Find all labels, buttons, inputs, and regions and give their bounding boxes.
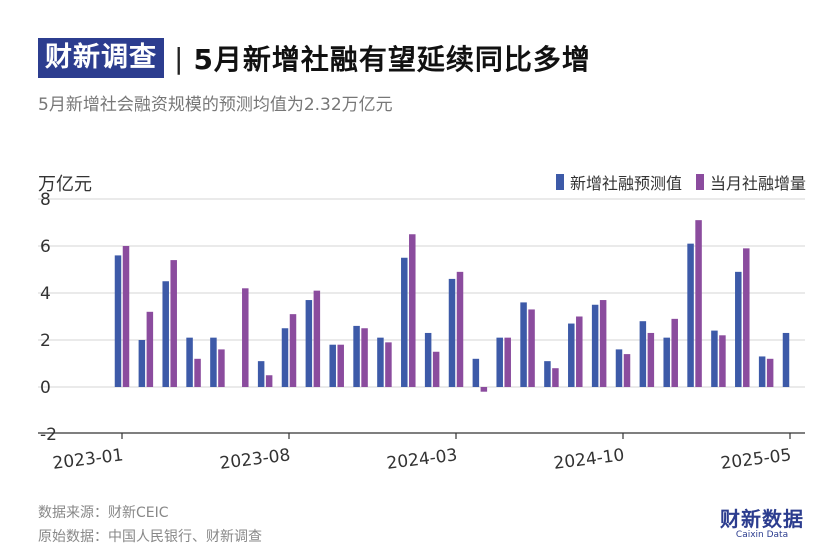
- bar-actual: [766, 358, 774, 387]
- bar-actual: [194, 358, 201, 387]
- bar-forecast: [758, 356, 766, 387]
- x-tick-label: 2024-10: [553, 445, 626, 474]
- bar-actual: [671, 318, 678, 387]
- chart-subtitle: 5月新增社会融资规模的预测均值为2.32万亿元: [38, 95, 393, 115]
- y-tick-label: 4: [40, 284, 51, 304]
- bar-actual: [265, 375, 273, 387]
- bar-actual: [337, 344, 344, 387]
- y-tick-label: -2: [40, 425, 57, 445]
- bar-forecast: [639, 321, 647, 387]
- bar-forecast: [138, 340, 146, 387]
- title-separator: |: [174, 41, 184, 75]
- legend-label-actual: 当月社融增量: [709, 174, 806, 193]
- bar-forecast: [663, 337, 670, 387]
- legend-label-forecast: 新增社融预测值: [569, 174, 682, 193]
- bar-actual: [743, 248, 750, 387]
- bar-forecast: [711, 330, 718, 387]
- bar-forecast: [735, 271, 742, 387]
- bar-forecast: [496, 337, 503, 387]
- bar-forecast: [281, 328, 289, 387]
- x-tick-label: 2024-03: [386, 445, 459, 474]
- legend-item-actual: 当月社融增量: [695, 170, 806, 194]
- footer-source: 数据来源：财新CEIC: [38, 505, 169, 521]
- logo-subtext: Caixin Data: [735, 530, 789, 540]
- x-tick-label: 2025-05: [720, 445, 793, 474]
- bar-forecast: [520, 302, 527, 387]
- bar-forecast: [162, 281, 169, 387]
- x-tick-label: 2023-08: [219, 445, 292, 474]
- y-axis-unit-label: 万亿元: [38, 174, 92, 195]
- chart-legend: 新增社融预测值 当月社融增量: [542, 170, 806, 194]
- bar-forecast: [305, 300, 313, 387]
- y-tick-label: 0: [40, 378, 51, 398]
- bar-actual: [385, 342, 392, 387]
- y-tick-label: 6: [40, 237, 51, 257]
- bar-actual: [695, 220, 702, 387]
- bar-forecast: [186, 337, 193, 387]
- bar-actual: [146, 311, 154, 387]
- logo-text: 财新数据: [720, 507, 804, 531]
- bar-forecast: [114, 255, 122, 387]
- chart-title: 5月新增社融有望延续同比多增: [193, 43, 591, 76]
- bar-forecast: [568, 323, 575, 387]
- chart-header: 财新调查 | 5月新增社融有望延续同比多增: [38, 36, 591, 80]
- bar-forecast: [782, 332, 790, 387]
- bar-forecast: [257, 361, 265, 387]
- bar-forecast: [329, 344, 336, 387]
- bar-forecast: [424, 332, 432, 387]
- bar-forecast: [544, 361, 551, 387]
- bar-actual: [552, 368, 559, 387]
- bar-actual: [409, 234, 416, 387]
- bar-actual: [456, 271, 464, 387]
- bar-chart: -2 0 2 4 6 8 2023-01 2023-08 2024-03 2024-10 2025-…: [38, 190, 805, 474]
- bar-actual: [122, 246, 130, 387]
- bar-forecast: [615, 349, 623, 387]
- legend-item-forecast: 新增社融预测值: [555, 170, 682, 194]
- bar-forecast: [591, 304, 599, 387]
- footer-original-data: 原始数据：中国人民银行、财新调查: [38, 529, 262, 545]
- bar-actual: [170, 260, 177, 387]
- bar-actual: [289, 314, 297, 387]
- x-tick-label: 2023-01: [52, 445, 125, 474]
- bar-actual: [432, 351, 440, 387]
- bar-forecast: [353, 325, 360, 387]
- bar-actual: [313, 290, 321, 387]
- bar-forecast: [472, 358, 480, 387]
- y-tick-label: 8: [40, 190, 51, 210]
- bar-actual: [576, 316, 583, 387]
- bar-actual: [361, 328, 368, 387]
- bar-actual: [719, 335, 726, 387]
- bar-forecast: [448, 278, 456, 387]
- bar-actual: [504, 337, 511, 387]
- bar-actual: [480, 387, 488, 392]
- bar-forecast: [687, 243, 694, 387]
- bar-actual: [218, 349, 225, 387]
- bar-forecast: [210, 337, 217, 387]
- bar-forecast: [377, 337, 384, 387]
- bar-actual: [599, 300, 607, 387]
- caixin-data-logo: 财新数据 Caixin Data: [720, 508, 804, 540]
- bar-actual: [242, 288, 249, 387]
- bar-forecast: [401, 257, 408, 387]
- bar-actual: [647, 332, 655, 387]
- y-tick-label: 2: [40, 331, 51, 351]
- bar-actual: [623, 354, 631, 387]
- bar-actual: [528, 309, 535, 387]
- brand-badge: 财新调查: [38, 38, 164, 78]
- legend-swatch-actual: [695, 174, 704, 190]
- legend-swatch-forecast: [555, 174, 564, 190]
